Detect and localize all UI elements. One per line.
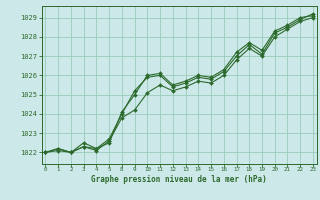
X-axis label: Graphe pression niveau de la mer (hPa): Graphe pression niveau de la mer (hPa) <box>91 175 267 184</box>
